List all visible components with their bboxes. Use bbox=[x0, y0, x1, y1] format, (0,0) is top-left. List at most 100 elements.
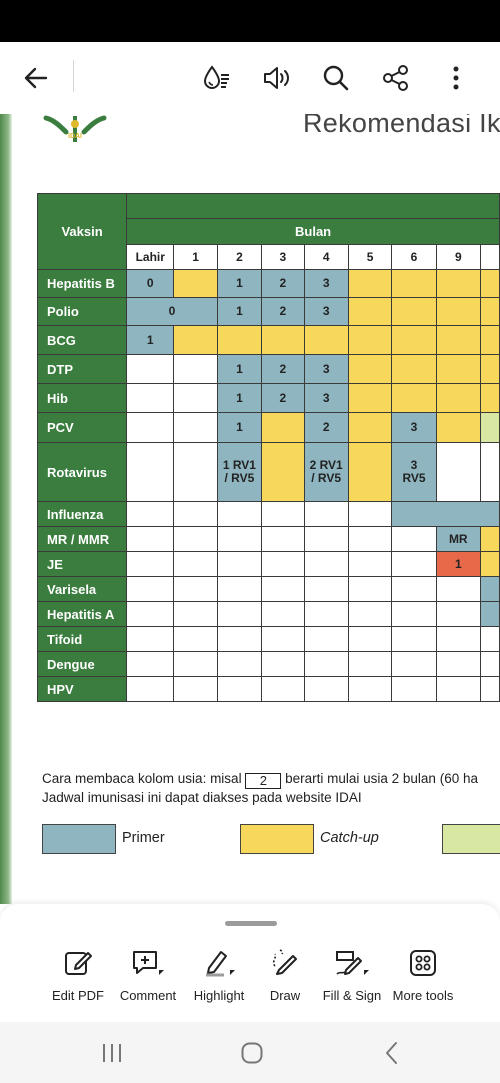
table-cell: 1 bbox=[216, 412, 263, 443]
table-cell bbox=[216, 576, 263, 602]
table-cell bbox=[126, 576, 175, 602]
table-cell bbox=[126, 383, 175, 413]
table-row: PCV 1 2 3 bbox=[36, 412, 500, 443]
table-cell bbox=[173, 626, 218, 652]
table-cell bbox=[173, 354, 218, 384]
table-cell bbox=[479, 526, 500, 552]
table-cell bbox=[126, 526, 175, 552]
more-options-button[interactable] bbox=[436, 58, 476, 98]
legend-primer-swatch bbox=[42, 824, 116, 854]
home-button[interactable] bbox=[232, 1036, 272, 1070]
fill-sign-button[interactable]: Fill & Sign bbox=[314, 948, 390, 1012]
table-cell bbox=[391, 551, 437, 577]
table-cell bbox=[347, 626, 393, 652]
table-cell bbox=[216, 325, 263, 355]
table-cell bbox=[479, 297, 500, 326]
vaccine-name: Varisela bbox=[36, 576, 128, 602]
vaccine-name: PCV bbox=[36, 412, 128, 443]
table-cell bbox=[261, 626, 305, 652]
search-button[interactable] bbox=[316, 58, 356, 98]
vaccine-name: DTP bbox=[36, 354, 128, 384]
table-cell bbox=[173, 412, 218, 443]
table-cell: 3 bbox=[303, 354, 349, 384]
table-cell: 2 bbox=[261, 297, 305, 326]
table-cell bbox=[347, 383, 393, 413]
vaccine-name: Hib bbox=[36, 383, 128, 413]
document-heading: Rekomendasi Ik bbox=[303, 114, 500, 138]
liquid-mode-icon bbox=[203, 65, 229, 89]
table-cell bbox=[479, 325, 500, 355]
table-cell bbox=[216, 601, 263, 627]
month-header: Bulan bbox=[126, 218, 500, 245]
table-cell: 1 bbox=[435, 551, 481, 577]
vaccine-name: Dengue bbox=[36, 651, 128, 677]
table-cell bbox=[261, 601, 305, 627]
table-cell bbox=[303, 601, 349, 627]
table-cell bbox=[173, 442, 218, 502]
vaccine-name: Hepatitis B bbox=[36, 269, 128, 298]
comment-icon bbox=[133, 951, 164, 975]
table-cell bbox=[435, 442, 481, 502]
recent-apps-button[interactable] bbox=[92, 1036, 132, 1070]
table-cell bbox=[216, 651, 263, 677]
edit-pdf-icon bbox=[65, 952, 92, 975]
vaccine-name: MR / MMR bbox=[36, 526, 128, 552]
column-header: 2 bbox=[216, 244, 263, 270]
table-cell bbox=[391, 383, 437, 413]
draw-button[interactable]: Draw bbox=[247, 948, 323, 1012]
idai-logo: IDAI bbox=[43, 115, 107, 142]
table-cell bbox=[173, 269, 218, 298]
table-cell bbox=[126, 626, 175, 652]
table-cell bbox=[479, 601, 500, 627]
table-cell bbox=[479, 551, 500, 577]
table-cell: 3 bbox=[391, 412, 437, 443]
pdf-page-view[interactable]: IDAI Rekomendasi Ik Vaksin Bulan Lahir 1… bbox=[0, 114, 500, 904]
table-cell bbox=[173, 676, 218, 702]
note-example-box: 2 bbox=[245, 773, 282, 789]
column-header: 9 bbox=[435, 244, 481, 270]
table-cell: 1 RV1 / RV5 bbox=[216, 442, 263, 502]
table-cell bbox=[347, 601, 393, 627]
table-cell bbox=[261, 676, 305, 702]
table-cell bbox=[435, 325, 481, 355]
page-edge-decoration bbox=[0, 114, 12, 904]
immunization-schedule-table: Vaksin Bulan Lahir 1 2 3 4 5 6 9 Hepatit… bbox=[36, 193, 500, 702]
table-row: Tifoid bbox=[36, 626, 500, 652]
table-cell bbox=[126, 501, 175, 527]
read-aloud-button[interactable] bbox=[256, 58, 296, 98]
table-cell bbox=[347, 442, 393, 502]
tool-label: Comment bbox=[119, 988, 177, 1003]
table-cell bbox=[347, 526, 393, 552]
table-cell: 2 RV1 / RV5 bbox=[303, 442, 349, 502]
comment-button[interactable]: Comment bbox=[110, 948, 186, 1012]
table-cell bbox=[216, 501, 263, 527]
share-button[interactable] bbox=[376, 58, 416, 98]
system-back-button[interactable] bbox=[372, 1036, 412, 1070]
table-cell bbox=[391, 651, 437, 677]
back-button[interactable] bbox=[16, 58, 56, 98]
table-cell bbox=[391, 354, 437, 384]
liquid-mode-button[interactable] bbox=[196, 58, 236, 98]
table-row: Varisela bbox=[36, 576, 500, 602]
note-website-line: Jadwal imunisasi ini dapat diakses pada … bbox=[42, 790, 362, 805]
arrow-left-icon bbox=[24, 67, 48, 89]
table-cell: 1 bbox=[216, 297, 263, 326]
table-row: MR / MMR MR bbox=[36, 526, 500, 552]
table-cell bbox=[261, 551, 305, 577]
more-tools-button[interactable]: More tools bbox=[385, 948, 461, 1012]
table-cell: 3 bbox=[303, 297, 349, 326]
vaccine-column-header: Vaksin bbox=[36, 193, 128, 270]
table-row: DTP 1 2 3 bbox=[36, 354, 500, 384]
table-cell bbox=[391, 297, 437, 326]
table-cell bbox=[303, 551, 349, 577]
sheet-drag-handle[interactable] bbox=[225, 921, 277, 926]
table-cell: 0 bbox=[126, 297, 218, 326]
highlight-button[interactable]: Highlight bbox=[181, 948, 257, 1012]
table-cell bbox=[479, 412, 500, 443]
table-cell bbox=[479, 269, 500, 298]
table-cell: 3 bbox=[303, 269, 349, 298]
tool-label: Draw bbox=[269, 988, 301, 1003]
table-cell: 2 bbox=[261, 354, 305, 384]
table-cell bbox=[261, 576, 305, 602]
edit-pdf-button[interactable]: Edit PDF bbox=[40, 948, 116, 1012]
